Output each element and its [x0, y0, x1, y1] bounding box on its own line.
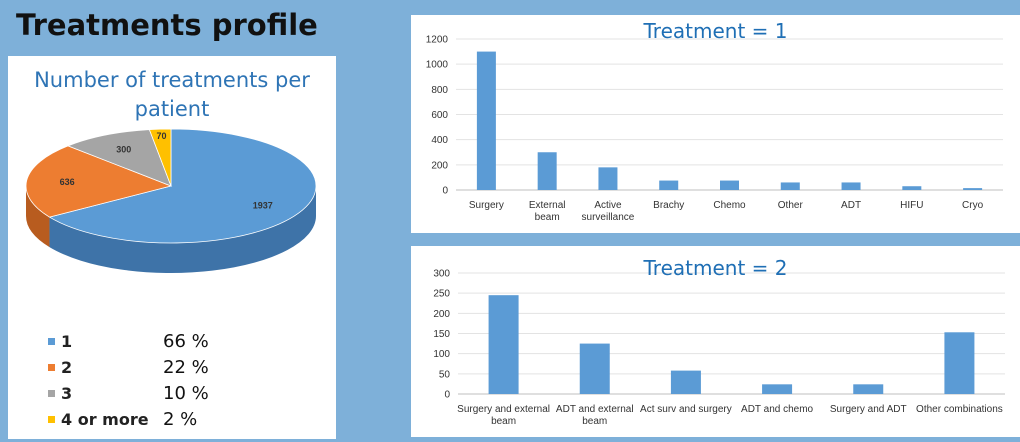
pie-chart: 1937 636 300 70 — [25, 128, 317, 273]
pie-slice-4-or-more — [148, 128, 172, 187]
bar — [902, 186, 922, 190]
x-tick-label: Surgery — [469, 200, 504, 211]
legend-label: 2 — [61, 357, 73, 377]
pie-slice-side-2 — [25, 186, 50, 248]
treatment-2-chart-panel: 0 50 100 150 200 250 300 Surgery and external be… — [411, 246, 1020, 437]
y-tick-label: 0 — [444, 390, 450, 401]
y-tick-label: 250 — [433, 289, 450, 300]
pie-legend: 1 66 % 2 22 % 3 10 % 4 or more 2 % — [48, 328, 209, 432]
y-tick-label: 200 — [433, 309, 450, 320]
bar — [488, 295, 519, 394]
x-tick-label: ADT and chemo — [741, 404, 814, 415]
legend-label: 3 — [61, 383, 73, 403]
x-tick-label: Surgery and external beam — [457, 404, 550, 427]
pie-slice-1 — [48, 128, 317, 244]
y-tick-label: 0 — [442, 186, 448, 197]
legend-percent: 66 % — [163, 330, 209, 352]
x-tick-label: Act surv and surgery — [640, 404, 732, 415]
bar — [579, 343, 610, 394]
x-tick-label: HIFU — [900, 200, 923, 211]
legend-percent: 10 % — [163, 382, 209, 404]
legend-swatch — [48, 389, 55, 397]
bar — [720, 180, 739, 190]
x-tick-label: Surgery and ADT — [830, 404, 907, 415]
y-tick-label: 300 — [433, 269, 450, 280]
pie-slice-2 — [25, 145, 173, 218]
legend-item-2: 2 22 % — [48, 354, 209, 380]
x-tick-label: Other — [778, 200, 804, 211]
legend-swatch — [48, 415, 55, 423]
x-tick-label: Cryo — [962, 200, 984, 211]
y-tick-label: 50 — [439, 369, 451, 380]
legend-item-3: 3 10 % — [48, 380, 209, 406]
pie-chart-panel: 1937 636 300 70 Number of treatments per pa… — [8, 56, 336, 439]
y-tick-label: 1000 — [426, 60, 449, 71]
treatment-1-chart-panel: 0 200 400 600 800 1000 1200 Surgery External beam… — [411, 15, 1020, 233]
bar — [944, 332, 975, 394]
legend-label: 4 or more — [61, 409, 149, 429]
x-tick-label: ADT — [841, 200, 861, 211]
pie-data-label: 300 — [116, 144, 131, 154]
pie-data-label: 1937 — [253, 201, 273, 211]
bar — [537, 152, 557, 190]
y-tick-label: 800 — [431, 85, 448, 96]
pie-slice-3 — [66, 129, 172, 187]
x-tick-label: ADT and external beam — [556, 404, 634, 427]
bar — [762, 384, 793, 394]
legend-item-4: 4 or more 2 % — [48, 406, 209, 432]
treatment-1-bar-chart: 0 200 400 600 800 1000 1200 Surgery External beam… — [426, 35, 1003, 223]
treatment-2-bar-chart: 0 50 100 150 200 250 300 Surgery and external be… — [433, 269, 1005, 427]
legend-percent: 2 % — [163, 408, 198, 430]
bar — [670, 370, 701, 394]
bar — [476, 51, 496, 191]
x-tick-label: Active surveillance — [582, 200, 635, 223]
bar — [659, 180, 679, 190]
x-tick-label: Other combinations — [916, 404, 1003, 415]
y-tick-label: 600 — [431, 110, 448, 121]
y-tick-label: 200 — [431, 160, 448, 171]
pie-chart-title: Number of treatments per patient — [34, 68, 310, 121]
bar — [853, 384, 884, 394]
x-tick-label: Chemo — [713, 200, 746, 211]
legend-swatch — [48, 337, 55, 345]
bar — [598, 167, 618, 190]
x-tick-label: Brachy — [653, 200, 684, 211]
y-tick-label: 1200 — [426, 35, 449, 46]
y-tick-label: 150 — [433, 329, 450, 340]
legend-item-1: 1 66 % — [48, 328, 209, 354]
bar — [963, 188, 983, 190]
bar — [780, 182, 800, 190]
pie-data-label: 70 — [156, 131, 166, 141]
bar — [841, 182, 861, 190]
legend-swatch — [48, 363, 55, 371]
pie-slice-side-1 — [49, 186, 317, 273]
legend-percent: 22 % — [163, 356, 209, 378]
y-tick-label: 400 — [431, 135, 448, 146]
pie-data-label: 636 — [60, 177, 75, 187]
x-tick-label: External beam — [529, 200, 566, 223]
page-title: Treatments profile — [16, 8, 318, 42]
y-tick-label: 100 — [433, 349, 450, 360]
legend-label: 1 — [61, 331, 73, 351]
